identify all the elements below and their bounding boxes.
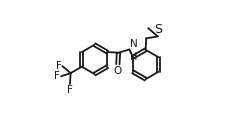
Text: F: F bbox=[56, 61, 61, 71]
Text: F: F bbox=[54, 71, 60, 81]
Text: O: O bbox=[114, 66, 122, 76]
Text: H: H bbox=[130, 52, 137, 62]
Text: F: F bbox=[67, 86, 73, 95]
Text: S: S bbox=[154, 23, 162, 36]
Text: N: N bbox=[130, 39, 138, 49]
